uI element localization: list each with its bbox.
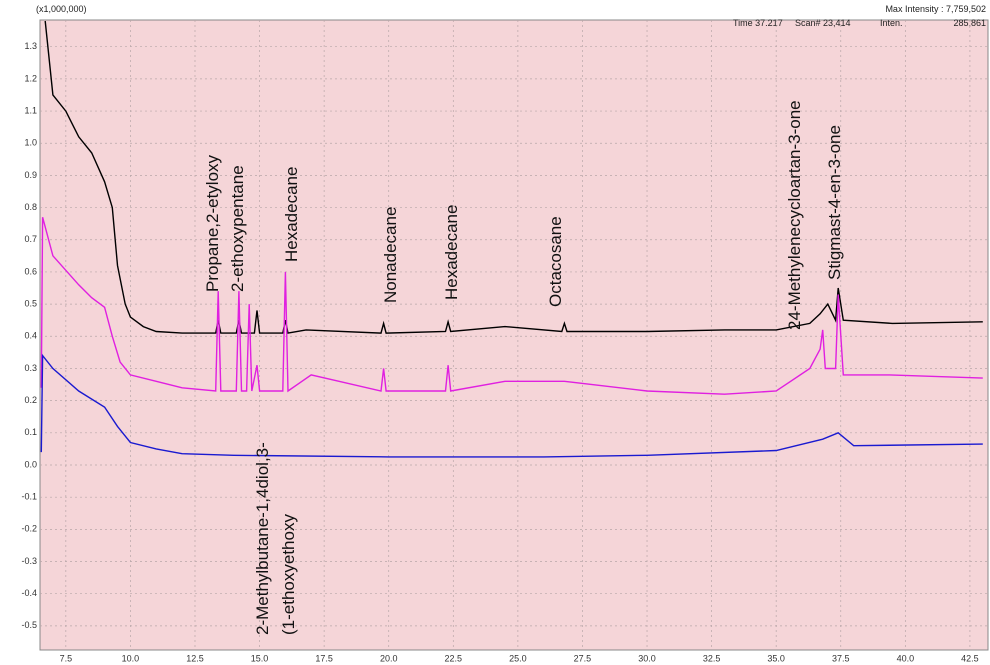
y-tick-label: -0.5 — [21, 620, 37, 630]
annotation: (1-ethoxyethoxy — [279, 514, 298, 635]
y-tick-label: 1.3 — [24, 41, 37, 51]
annotation: Nonadecane — [381, 207, 400, 303]
y-tick-label: 0.8 — [24, 202, 37, 212]
y-tick-label: -0.4 — [21, 588, 37, 598]
annotation: Octacosane — [546, 216, 565, 307]
x-tick-label: 20.0 — [380, 653, 398, 663]
x-tick-label: 37.5 — [832, 653, 850, 663]
y-tick-label: 0.2 — [24, 395, 37, 405]
x-tick-label: 30.0 — [638, 653, 656, 663]
y-tick-label: 0.5 — [24, 298, 37, 308]
x-tick-label: 32.5 — [703, 653, 721, 663]
x-tick-label: 12.5 — [186, 653, 204, 663]
series-line — [40, 353, 983, 458]
x-tick-label: 35.0 — [767, 653, 785, 663]
inten-label: Inten. — [880, 18, 903, 28]
y-tick-label: 0.0 — [24, 459, 37, 469]
x-tick-label: 17.5 — [315, 653, 333, 663]
annotation: Hexadecane — [282, 167, 301, 262]
y-tick-label: 1.1 — [24, 105, 37, 115]
y-tick-label: 0.6 — [24, 266, 37, 276]
series-line — [44, 20, 983, 334]
x-tick-label: 27.5 — [574, 653, 592, 663]
y-tick-label: 0.3 — [24, 363, 37, 373]
annotation: Stigmast-4-en-3-one — [825, 125, 844, 280]
x-tick-label: 22.5 — [445, 653, 463, 663]
x-tick-label: 15.0 — [251, 653, 269, 663]
annotation: Propane,2-etyloxy — [203, 154, 222, 292]
y-tick-label: -0.2 — [21, 524, 37, 534]
y-tick-label: 1.0 — [24, 138, 37, 148]
y-tick-label: 0.4 — [24, 331, 37, 341]
time: Time 37.217 — [733, 18, 783, 28]
annotation: 2-ethoxypentane — [228, 165, 247, 292]
y-tick-label: 0.9 — [24, 170, 37, 180]
y-tick-label: -0.3 — [21, 556, 37, 566]
y-tick-label: -0.1 — [21, 492, 37, 502]
max-intensity: Max Intensity : 7,759,502 — [885, 4, 986, 14]
plot-area — [39, 19, 989, 651]
x-tick-label: 40.0 — [897, 653, 915, 663]
x-tick-label: 42.5 — [961, 653, 979, 663]
inten-value: 285,861 — [953, 18, 986, 28]
x-tick-label: 7.5 — [60, 653, 73, 663]
annotation: Hexadecane — [442, 205, 461, 300]
y-tick-label: 1.2 — [24, 73, 37, 83]
x-tick-label: 10.0 — [122, 653, 140, 663]
x-tick-label: 25.0 — [509, 653, 527, 663]
y-tick-label: 0.1 — [24, 427, 37, 437]
unit-label: (x1,000,000) — [36, 4, 87, 14]
series-line — [40, 217, 983, 395]
annotation: 2-Methylbutane-1,4diol,3- — [253, 442, 272, 635]
y-tick-label: 0.7 — [24, 234, 37, 244]
scan: Scan# 23,414 — [795, 18, 851, 28]
annotation: 24-Methylenecycloartan-3-one — [785, 100, 804, 330]
